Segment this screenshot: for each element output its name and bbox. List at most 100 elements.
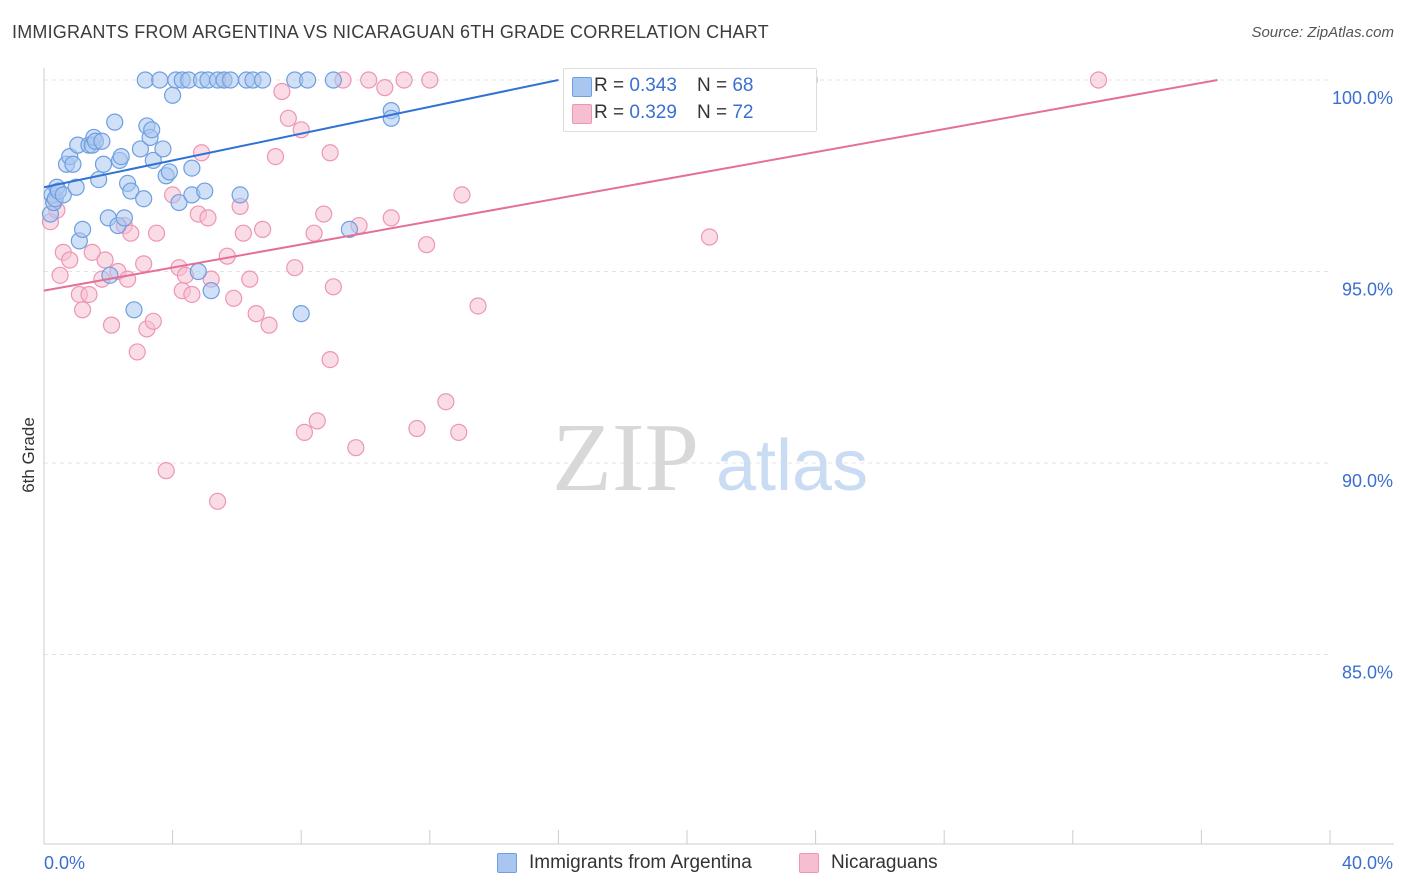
- legend-item-argentina[interactable]: Immigrants from Argentina: [497, 852, 752, 874]
- argentina-point: [231, 186, 249, 204]
- nicaraguans-point: [347, 439, 365, 457]
- nicaraguans-point: [266, 148, 285, 166]
- nicaraguans-point: [376, 79, 394, 97]
- nicaraguans-point: [61, 251, 79, 269]
- y-tick-label: 100.0%: [1332, 88, 1393, 108]
- nicaraguans-point: [128, 343, 146, 361]
- legend-n-label: N =: [696, 75, 728, 96]
- argentina-points: [41, 71, 400, 323]
- argentina-point: [125, 301, 143, 319]
- nicaraguans-point: [199, 209, 217, 227]
- chart-title: IMMIGRANTS FROM ARGENTINA VS NICARAGUAN …: [12, 22, 769, 42]
- argentina-point: [340, 220, 359, 238]
- argentina-point: [160, 163, 178, 181]
- nicaraguans-trend-line: [43, 79, 1218, 292]
- nicaraguans-point: [73, 301, 92, 319]
- nicaraguans-point: [453, 186, 471, 204]
- nicaraguans-point: [118, 270, 137, 288]
- argentina-point: [324, 71, 342, 89]
- argentina-trend-line: [43, 79, 559, 189]
- legend-n-label: N =: [696, 102, 728, 123]
- argentina-point: [122, 182, 140, 200]
- nicaraguans-point: [135, 255, 153, 273]
- trend-lines: [43, 79, 1218, 292]
- source-label: Source: ZipAtlas.com: [1251, 24, 1394, 41]
- argentina-point: [292, 305, 310, 323]
- correlation-legend: R = 0.343 N = 68 R = 0.329 N = 72: [563, 68, 817, 132]
- argentina-point: [183, 159, 201, 177]
- nicaraguans-point: [286, 259, 304, 277]
- argentina-point: [143, 121, 161, 139]
- nicaraguans-point: [1089, 71, 1108, 89]
- watermark-atlas: atlas: [716, 426, 868, 506]
- axis-ticks: [43, 830, 1331, 844]
- argentina-point: [299, 71, 317, 89]
- argentina-point: [164, 86, 182, 104]
- argentina-point: [196, 182, 214, 200]
- nicaraguans-point: [408, 419, 426, 438]
- nicaraguans-point: [209, 492, 227, 510]
- nicaraguans-point: [247, 305, 265, 323]
- nicaraguans-point: [83, 243, 101, 261]
- nicaraguans-point: [102, 316, 121, 334]
- legend-item-nicaraguans[interactable]: Nicaraguans: [799, 852, 938, 874]
- legend-swatch-pink: [799, 853, 819, 873]
- argentina-point: [54, 186, 72, 204]
- legend-label-argentina: Immigrants from Argentina: [529, 852, 752, 873]
- argentina-point: [202, 282, 220, 300]
- nicaraguans-point: [254, 220, 272, 238]
- x-tick-labels: 0.0% 40.0%: [44, 853, 1393, 873]
- legend-swatch-blue: [497, 853, 517, 873]
- y-axis-label: 6th Grade: [19, 417, 38, 493]
- legend-n-value-nicaraguans: 72: [732, 102, 754, 123]
- argentina-point: [189, 262, 207, 281]
- nicaraguans-point: [421, 71, 439, 89]
- watermark: ZIP atlas: [552, 404, 868, 512]
- watermark-zip: ZIP: [552, 404, 699, 512]
- argentina-point: [154, 140, 172, 158]
- y-tick-label: 90.0%: [1342, 471, 1393, 491]
- nicaraguans-point: [305, 224, 323, 242]
- nicaraguans-point: [469, 297, 487, 315]
- nicaraguans-point: [321, 144, 339, 162]
- nicaraguans-point: [234, 224, 252, 242]
- argentina-point: [64, 155, 82, 173]
- argentina-point: [73, 220, 92, 238]
- nicaraguans-point: [157, 462, 175, 480]
- argentina-point: [115, 209, 133, 227]
- argentina-point: [221, 71, 240, 89]
- nicaraguans-point: [295, 423, 314, 441]
- nicaraguans-point: [51, 266, 69, 284]
- nicaraguans-point: [122, 224, 140, 242]
- argentina-point: [135, 190, 153, 208]
- series-legend: Immigrants from Argentina Nicaraguans: [0, 852, 1406, 878]
- nicaraguans-point: [395, 71, 413, 89]
- nicaraguans-point: [382, 209, 400, 227]
- nicaraguans-point: [241, 270, 259, 288]
- nicaraguans-point: [324, 278, 342, 296]
- nicaraguans-point: [315, 205, 333, 223]
- y-tick-label: 85.0%: [1342, 663, 1393, 683]
- argentina-point: [106, 113, 124, 131]
- nicaraguans-point: [360, 71, 378, 89]
- y-tick-label: 95.0%: [1342, 280, 1393, 300]
- nicaraguans-point: [144, 312, 162, 330]
- argentina-point: [131, 140, 150, 158]
- argentina-point: [112, 148, 130, 166]
- argentina-point: [254, 71, 272, 89]
- nicaraguans-point: [437, 393, 455, 411]
- argentina-point: [101, 266, 119, 284]
- legend-r-label: R =: [594, 102, 625, 123]
- nicaraguans-point: [183, 285, 201, 304]
- nicaraguans-point: [279, 109, 297, 127]
- legend-label-nicaraguans: Nicaraguans: [831, 852, 938, 873]
- y-tick-labels: 85.0% 90.0% 95.0% 100.0%: [1332, 88, 1393, 683]
- argentina-point: [151, 71, 169, 89]
- x-tick-label-max: 40.0%: [1342, 853, 1393, 873]
- nicaraguans-point: [700, 228, 719, 246]
- nicaraguans-point: [273, 82, 291, 101]
- nicaraguans-point: [225, 289, 243, 307]
- argentina-point: [93, 132, 111, 150]
- legend-swatch-pink: [572, 104, 592, 124]
